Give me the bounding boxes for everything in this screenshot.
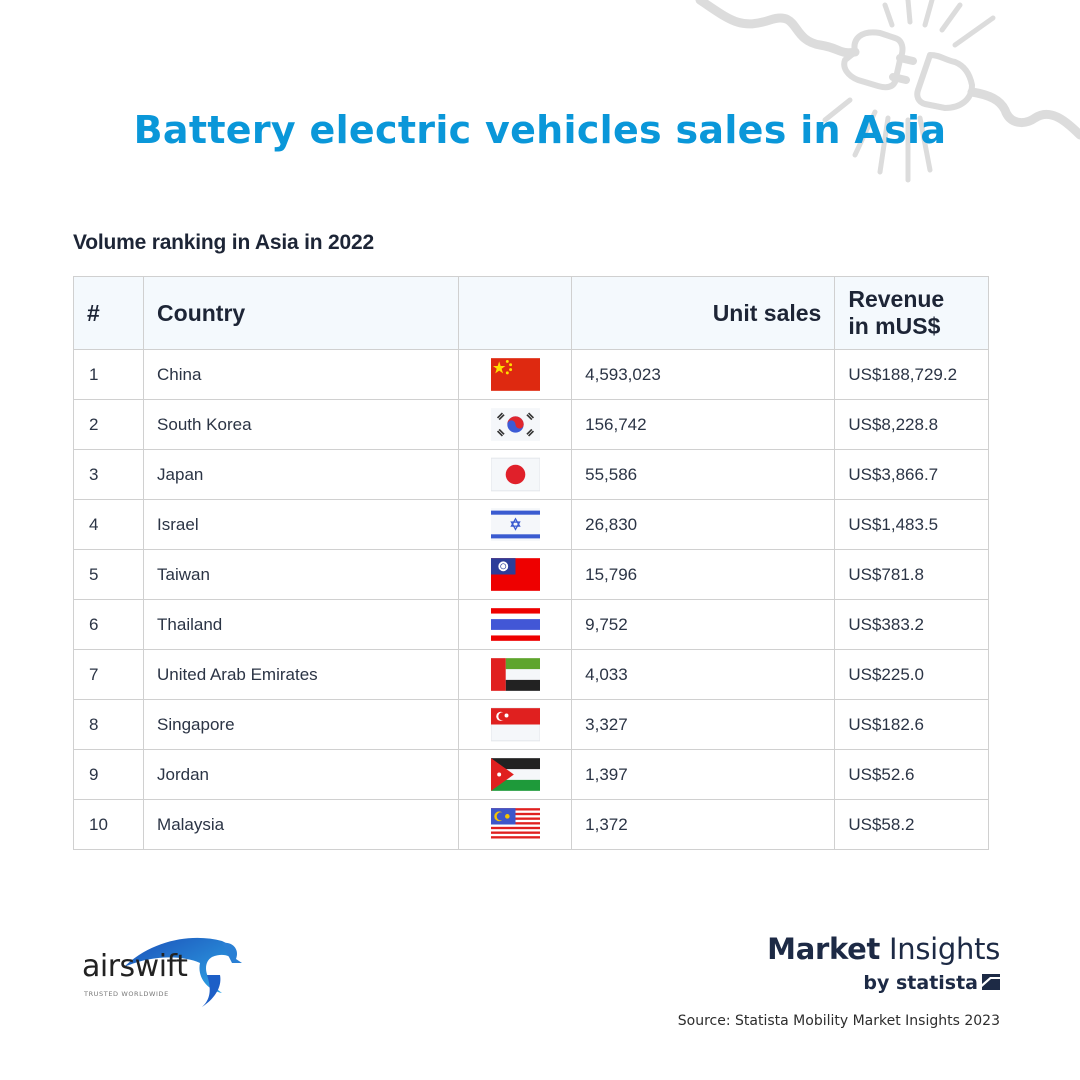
header-revenue-line2: in mUS$: [848, 313, 941, 339]
flag-israel-icon: [490, 508, 540, 541]
table-row: 6 Thailand 9,752 US$383.2: [72, 599, 989, 650]
table-header-row: # Country Unit sales Revenue in mUS$: [72, 276, 989, 350]
rank-cell: 4: [72, 499, 145, 550]
page-title: Battery electric vehicles sales in Asia: [133, 108, 947, 152]
airswift-wordmark: airswift: [82, 949, 188, 984]
flag-south-korea-icon: [490, 408, 540, 441]
revenue-cell: US$58.2: [834, 799, 989, 850]
unit-sales-cell: 4,593,023: [571, 349, 836, 400]
flag-malaysia-icon: [490, 808, 540, 841]
rank-cell: 2: [72, 399, 145, 450]
flag-jordan-icon: [490, 758, 540, 791]
rank-cell: 6: [72, 599, 145, 650]
rank-cell: 5: [72, 549, 145, 600]
flag-taiwan-icon: [490, 558, 540, 591]
revenue-cell: US$781.8: [834, 549, 989, 600]
table-row: 1 China 4,593,023 US$188,729.2: [72, 349, 989, 400]
country-cell: United Arab Emirates: [143, 649, 460, 700]
flag-uae-icon: [490, 658, 540, 691]
country-cell: Singapore: [143, 699, 460, 750]
revenue-cell: US$3,866.7: [834, 449, 989, 500]
country-cell: Taiwan: [143, 549, 460, 600]
unit-sales-cell: 26,830: [571, 499, 836, 550]
unit-sales-cell: 1,397: [571, 749, 836, 800]
airswift-tagline: TRUSTED WORLDWIDE: [84, 990, 169, 998]
table-row: 2 South Korea 156,742 US$8,228.8: [72, 399, 989, 450]
flag-thailand-icon: [490, 608, 540, 641]
header-country: Country: [143, 276, 460, 350]
rank-cell: 7: [72, 649, 145, 700]
country-cell: Japan: [143, 449, 460, 500]
table-row: 3 Japan 55,586 US$3,866.7: [72, 449, 989, 500]
header-revenue: Revenue in mUS$: [834, 276, 989, 350]
country-cell: South Korea: [143, 399, 460, 450]
unit-sales-cell: 9,752: [571, 599, 836, 650]
header-revenue-line1: Revenue: [848, 286, 945, 312]
rank-cell: 3: [72, 449, 145, 500]
revenue-cell: US$188,729.2: [834, 349, 989, 400]
header-rank: #: [72, 276, 145, 350]
unit-sales-cell: 55,586: [571, 449, 836, 500]
source-note: Source: Statista Mobility Market Insight…: [677, 1013, 1000, 1029]
by-statista: by statista: [863, 972, 978, 994]
unit-sales-cell: 1,372: [571, 799, 836, 850]
unit-sales-cell: 3,327: [571, 699, 836, 750]
revenue-cell: US$52.6: [834, 749, 989, 800]
swift-bird-icon: [124, 937, 242, 1007]
revenue-cell: US$8,228.8: [834, 399, 989, 450]
country-cell: Thailand: [143, 599, 460, 650]
country-cell: Israel: [143, 499, 460, 550]
country-cell: Jordan: [143, 749, 460, 800]
table-row: 7 United Arab Emirates 4,033 US$225.0: [72, 649, 989, 700]
mi-light: Insights: [889, 932, 1000, 966]
unit-sales-cell: 15,796: [571, 549, 836, 600]
rank-cell: 1: [72, 349, 145, 400]
ranking-table: # Country Unit sales Revenue in mUS$ 1 Ch…: [72, 276, 989, 850]
header-flag: [458, 276, 573, 350]
table-row: 10 Malaysia 1,372 US$58.2: [72, 799, 989, 850]
market-insights-logo: Market Insights by statista: [767, 932, 1000, 994]
table-row: 8 Singapore 3,327 US$182.6: [72, 699, 989, 750]
table-row: 4 Israel 26,830 US$1,483.5: [72, 499, 989, 550]
rank-cell: 8: [72, 699, 145, 750]
header-unit-sales: Unit sales: [571, 276, 836, 350]
airswift-logo: airswift TRUSTED WORLDWIDE: [82, 935, 252, 1010]
country-cell: China: [143, 349, 460, 400]
mi-bold: Market: [767, 932, 881, 966]
country-cell: Malaysia: [143, 799, 460, 850]
flag-singapore-icon: [490, 707, 540, 742]
revenue-cell: US$1,483.5: [834, 499, 989, 550]
revenue-cell: US$225.0: [834, 649, 989, 700]
table-row: 5 Taiwan 15,796 US$781.8: [72, 549, 989, 600]
statista-icon: [982, 974, 1000, 990]
revenue-cell: US$182.6: [834, 699, 989, 750]
unit-sales-cell: 156,742: [571, 399, 836, 450]
flag-japan-icon: [490, 457, 540, 492]
unplugged-cord-icon: [695, 0, 1080, 183]
table-row: 9 Jordan 1,397 US$52.6: [72, 749, 989, 800]
revenue-cell: US$383.2: [834, 599, 989, 650]
flag-china-icon: [490, 358, 540, 391]
rank-cell: 9: [72, 749, 145, 800]
rank-cell: 10: [72, 799, 145, 850]
table-subtitle: Volume ranking in Asia in 2022: [73, 231, 374, 254]
unit-sales-cell: 4,033: [571, 649, 836, 700]
